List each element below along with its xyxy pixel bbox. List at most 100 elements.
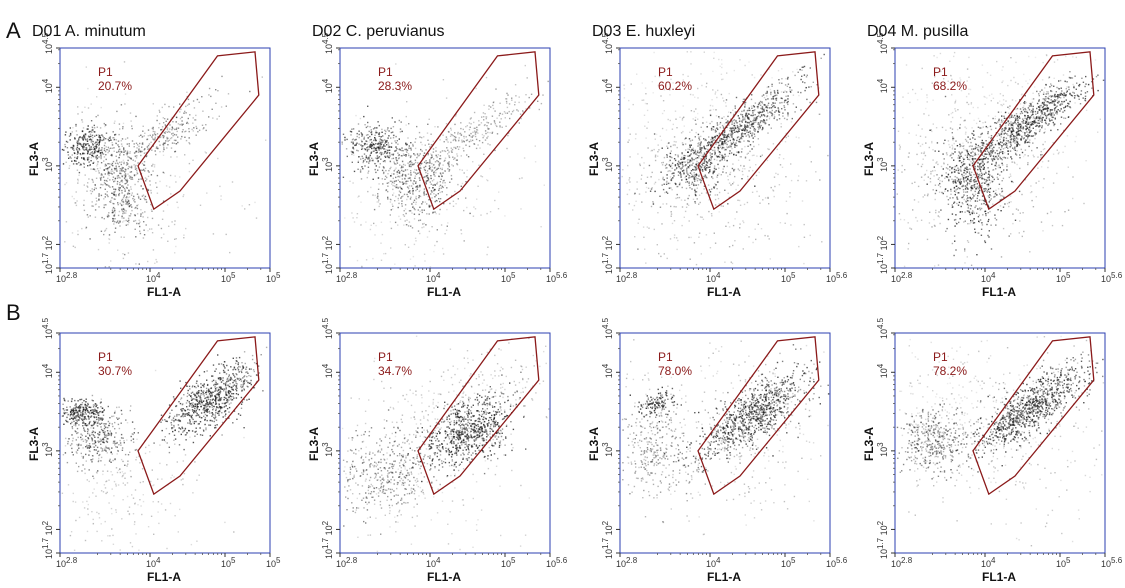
data-point (681, 161, 683, 164)
data-point (974, 190, 976, 193)
data-point (714, 91, 717, 93)
data-point (118, 150, 120, 153)
data-point (396, 148, 398, 150)
data-point (786, 101, 788, 104)
data-point (134, 155, 137, 157)
data-point (732, 132, 734, 135)
data-point (688, 182, 690, 184)
data-point (723, 116, 725, 118)
data-point (133, 200, 135, 202)
data-points (896, 51, 1105, 268)
data-point (747, 152, 749, 154)
data-point (962, 196, 964, 198)
data-point (415, 201, 417, 203)
data-point (695, 131, 697, 134)
data-point (729, 127, 731, 130)
data-point (741, 138, 743, 140)
data-point (98, 139, 101, 141)
data-point (719, 65, 721, 67)
data-point (119, 128, 121, 130)
data-point (212, 233, 215, 235)
data-point (713, 126, 715, 128)
data-point (673, 205, 675, 208)
data-point (654, 75, 656, 78)
data-point (477, 132, 479, 134)
data-point (486, 212, 488, 215)
data-point (977, 144, 980, 147)
data-point (690, 63, 692, 65)
data-point (120, 140, 122, 142)
data-point (1057, 109, 1059, 111)
data-point (140, 178, 142, 180)
data-point (136, 204, 138, 207)
data-point (776, 148, 778, 151)
data-point (717, 197, 720, 200)
data-point (669, 155, 671, 158)
data-point (784, 84, 787, 86)
data-point (180, 138, 182, 140)
data-point (446, 138, 449, 140)
data-point (686, 163, 689, 165)
data-point (742, 118, 744, 120)
data-point (377, 177, 380, 179)
data-point (126, 153, 128, 156)
data-point (113, 223, 115, 225)
data-point (815, 101, 818, 104)
data-point (622, 169, 624, 171)
data-point (111, 173, 113, 175)
data-point (76, 146, 79, 149)
data-point (119, 154, 121, 156)
data-point (676, 167, 678, 169)
data-point (125, 199, 127, 201)
data-point (659, 135, 661, 137)
data-point (419, 206, 421, 208)
data-point (148, 171, 150, 173)
data-point (135, 174, 137, 176)
data-point (652, 92, 654, 94)
data-point (131, 127, 133, 130)
data-point (107, 172, 109, 174)
data-point (387, 146, 390, 148)
data-point (382, 160, 385, 163)
data-point (682, 130, 684, 133)
data-point (705, 167, 707, 170)
data-point (966, 188, 969, 190)
data-point (128, 196, 131, 198)
data-point (1073, 86, 1075, 89)
data-point (732, 130, 734, 132)
data-point (454, 146, 457, 149)
data-point (995, 192, 997, 194)
data-point (951, 168, 953, 170)
data-point (716, 156, 718, 158)
data-point (127, 223, 129, 226)
data-point (474, 135, 477, 138)
data-point (112, 215, 115, 217)
data-point (106, 215, 109, 218)
data-point (713, 57, 715, 59)
data-point (726, 146, 728, 148)
data-point (764, 121, 766, 124)
data-point (724, 155, 727, 157)
data-point (165, 185, 168, 187)
data-point (405, 150, 408, 152)
data-point (99, 167, 101, 169)
data-point (384, 155, 386, 158)
data-point (703, 167, 706, 169)
data-point (69, 132, 72, 135)
data-point (753, 154, 755, 156)
data-point (367, 156, 370, 159)
data-point (114, 180, 116, 182)
data-point (714, 198, 717, 201)
data-point (738, 110, 740, 113)
data-point (132, 159, 134, 161)
data-point (375, 152, 377, 154)
data-point (638, 193, 641, 195)
data-point (450, 150, 453, 152)
data-point (1000, 132, 1003, 134)
data-point (187, 117, 189, 120)
data-point (680, 199, 683, 201)
data-point (726, 159, 728, 162)
data-point (964, 169, 966, 172)
data-point (994, 217, 996, 219)
data-point (972, 133, 974, 135)
